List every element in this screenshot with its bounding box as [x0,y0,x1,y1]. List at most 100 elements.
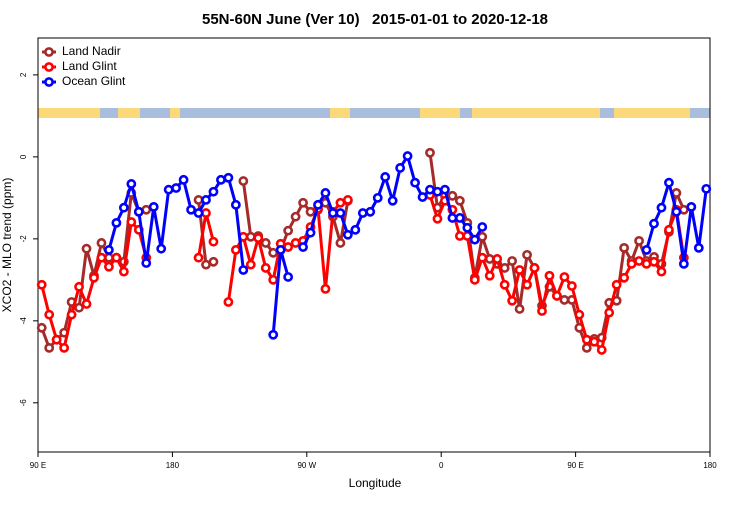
point [305,206,316,217]
point [454,195,465,206]
point [387,195,398,206]
point [611,279,622,290]
point [223,172,234,183]
point [96,238,107,248]
point [507,295,518,306]
point [208,186,219,197]
point [141,258,152,268]
point [36,279,47,290]
legend-marker [44,62,54,72]
legend-label: Ocean Glint [62,74,126,88]
point [44,342,55,353]
point [81,299,92,309]
y-tick-label: 0 [19,154,28,159]
point [298,197,308,208]
point [671,188,682,198]
y-tick-label: 2 [19,72,28,77]
point [133,206,144,217]
point [574,309,585,320]
point [89,272,99,283]
point [290,238,301,248]
series-line [40,152,686,350]
point [81,243,92,254]
y-tick-label: -2 [19,235,28,243]
point [253,233,264,243]
point [223,297,234,307]
point [589,336,600,347]
y-axis-label: XCO2 - MLO trend (ppm) [0,178,14,313]
point [372,192,383,203]
point [544,270,555,281]
point [283,272,294,282]
point [357,208,368,218]
x-tick-label: 0 [439,461,444,470]
point [118,202,129,213]
point [320,283,331,294]
point [283,225,294,236]
point [454,231,465,241]
point [283,242,294,252]
plot-frame [37,37,711,453]
legend-label: Land Glint [62,59,117,73]
point [477,252,488,263]
chart-title: 55N-60N June (Ver 10) 2015-01-01 to 2020… [202,11,548,28]
legend-marker [44,77,54,87]
point [260,263,271,273]
point [477,222,488,232]
point [193,252,204,263]
point [581,334,592,345]
point [208,256,219,267]
point [649,218,659,229]
point [641,245,652,255]
point [678,258,689,269]
point [201,208,211,218]
point [320,188,331,198]
point [118,266,129,277]
point [656,266,667,277]
point [156,243,167,254]
point [335,238,346,248]
point [96,252,107,263]
point [148,201,159,212]
point [499,263,510,273]
point [507,256,518,266]
point [193,195,204,205]
point [671,206,682,217]
series-line [40,194,686,352]
x-tick-label: 90 E [30,461,46,470]
point [74,281,84,292]
point [484,270,495,281]
series-line [107,154,708,335]
point [514,304,525,314]
point [365,206,376,217]
point [537,306,547,316]
point [201,259,211,270]
point [178,174,189,185]
point [245,231,256,242]
point [678,204,689,215]
point [522,279,532,290]
point [111,252,122,263]
point [604,307,615,318]
point [171,183,182,193]
point [260,238,271,248]
point [410,177,420,188]
point [350,224,361,235]
x-tick-label: 180 [703,461,717,470]
point [440,184,450,195]
point [634,256,644,266]
point [380,172,391,182]
point [596,345,607,355]
point [238,265,249,275]
point [111,217,122,228]
point [74,302,84,313]
point [425,184,435,195]
point [193,208,204,218]
point [693,242,704,253]
point [552,290,562,301]
point [656,202,667,213]
point [432,213,443,224]
point [238,176,249,186]
point [559,295,570,305]
point [664,177,674,188]
